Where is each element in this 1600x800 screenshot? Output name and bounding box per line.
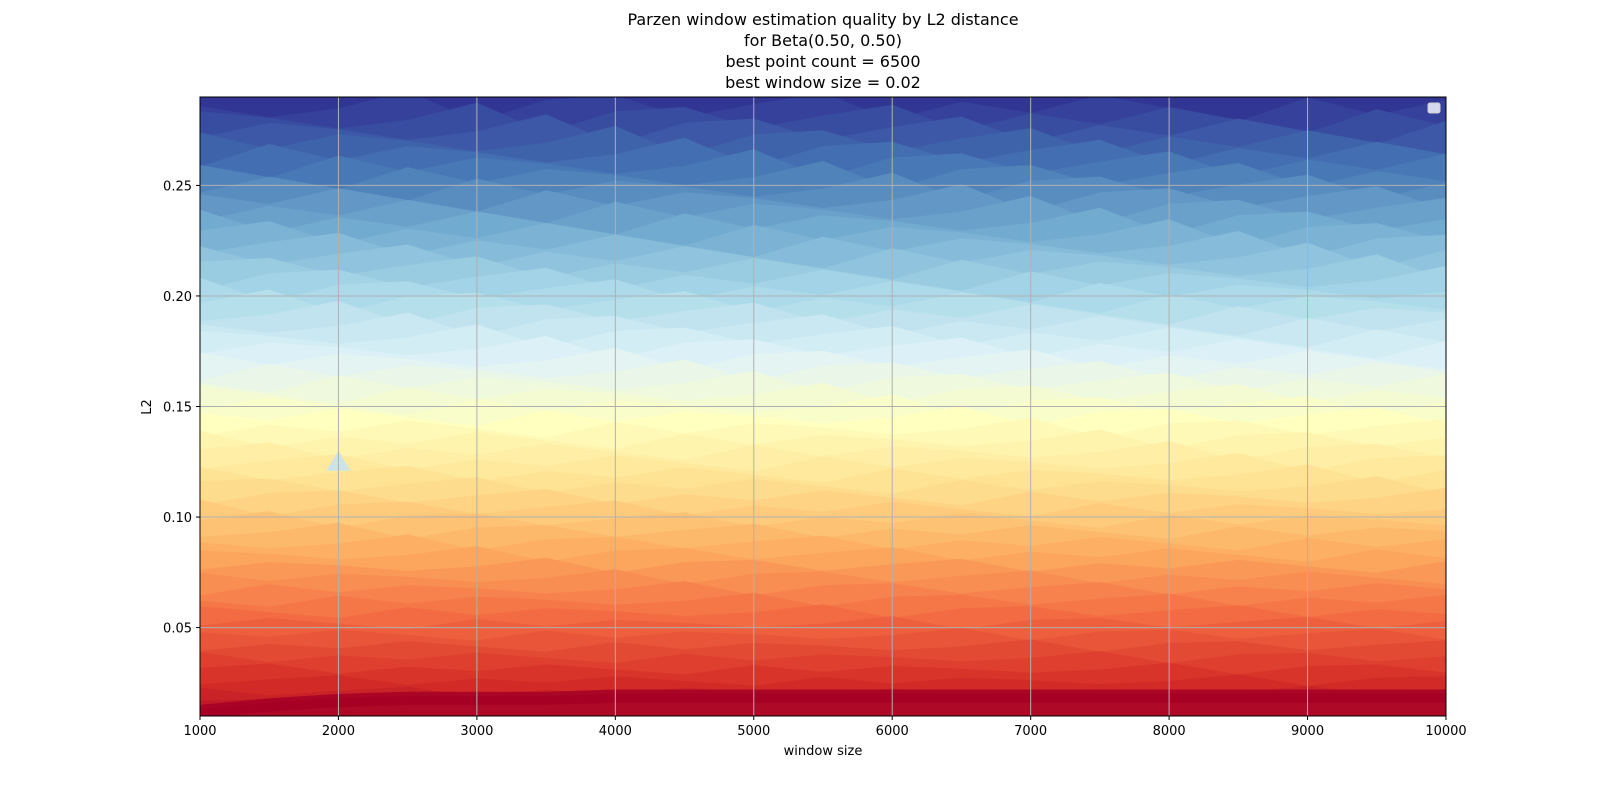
- x-tick-label: 2000: [322, 724, 355, 739]
- title-line-3: best point count = 6500: [725, 52, 920, 71]
- y-axis-label: L2: [140, 399, 155, 415]
- legend-box: [1427, 102, 1441, 114]
- x-tick-label: 9000: [1291, 724, 1324, 739]
- x-tick-label: 4000: [599, 724, 632, 739]
- x-tick-label: 6000: [876, 724, 909, 739]
- title-line-4: best window size = 0.02: [725, 73, 921, 92]
- x-tick-label: 7000: [1014, 724, 1047, 739]
- x-tick-label: 10000: [1425, 724, 1466, 739]
- x-axis-ticks: 1000 2000 3000 4000 5000 6000 7000 8000 9000 1000…: [183, 716, 1467, 739]
- y-tick-label: 0.15: [163, 401, 192, 416]
- y-axis-ticks: 0.05 0.10 0.15 0.20 0.25: [163, 179, 200, 637]
- y-tick-label: 0.20: [163, 290, 192, 305]
- y-tick-label: 0.10: [163, 511, 192, 526]
- x-axis-label: window size: [784, 744, 863, 759]
- title-line-2: for Beta(0.50, 0.50): [744, 31, 902, 50]
- x-tick-label: 1000: [183, 724, 216, 739]
- y-tick-label: 0.05: [163, 622, 192, 637]
- contour-bands: [200, 97, 1446, 716]
- legend-frame: [1427, 102, 1441, 114]
- x-tick-label: 3000: [460, 724, 493, 739]
- y-tick-label: 0.25: [163, 179, 192, 194]
- title-line-1: Parzen window estimation quality by L2 d…: [627, 10, 1018, 29]
- chart-title: Parzen window estimation quality by L2 d…: [627, 10, 1018, 92]
- grid-lines: [200, 97, 1446, 716]
- x-tick-label: 5000: [737, 724, 770, 739]
- contour-band-minimum: [200, 689, 1446, 716]
- x-tick-label: 8000: [1153, 724, 1186, 739]
